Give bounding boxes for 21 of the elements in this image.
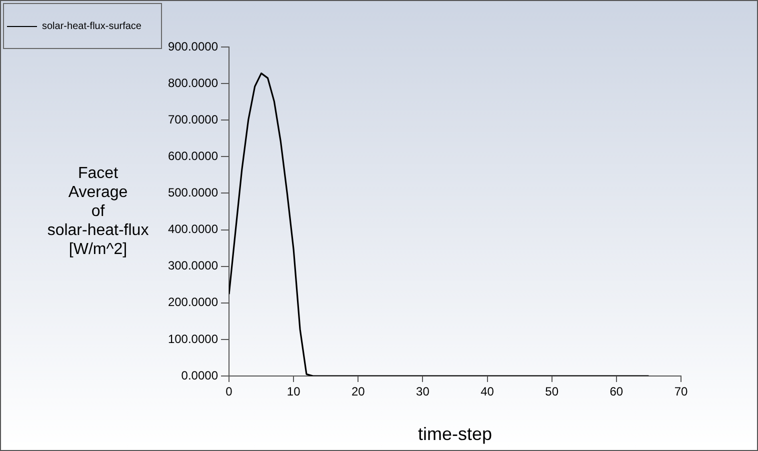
y-tick-label: 800.0000 (168, 76, 218, 90)
legend-label: solar-heat-flux-surface (42, 20, 142, 32)
y-tick-label: 300.0000 (168, 258, 218, 273)
x-tick-label: 30 (416, 384, 430, 399)
x-tick-label: 50 (545, 384, 559, 399)
x-tick-label: 40 (480, 384, 494, 399)
x-tick-label: 60 (610, 384, 624, 399)
y-tick-label: 100.0000 (168, 332, 218, 346)
x-tick-label: 0 (226, 384, 233, 399)
x-tick-label: 70 (674, 384, 688, 399)
x-tick-label: 20 (351, 384, 366, 399)
y-tick-label: 200.0000 (168, 295, 218, 310)
y-axis-title: Facet Average of solar-heat-flux [W/m^2] (47, 164, 149, 258)
x-tick-label: 10 (286, 384, 301, 399)
y-tick-label: 700.0000 (168, 112, 218, 126)
x-axis-title: time-step (418, 424, 492, 444)
y-tick-label: 500.0000 (168, 186, 218, 200)
y-tick-label: 600.0000 (168, 148, 218, 163)
y-tick-label: 400.0000 (168, 222, 218, 236)
y-tick-label: 900.0000 (168, 39, 218, 54)
y-tick-label: 0.0000 (181, 368, 218, 382)
